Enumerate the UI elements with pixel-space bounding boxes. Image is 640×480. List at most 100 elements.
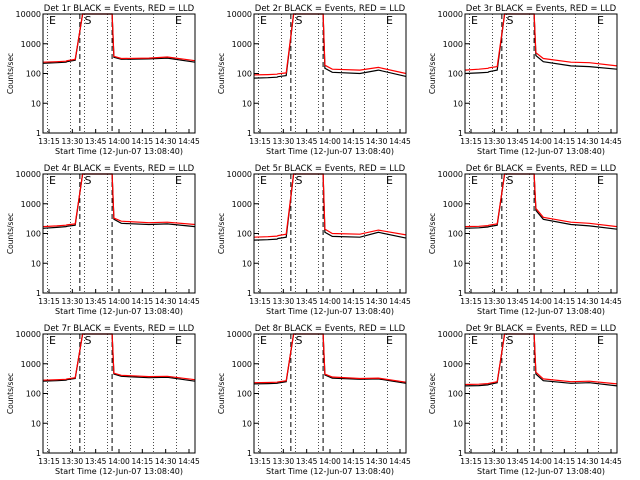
x-tick-label: 14:15 <box>132 297 154 306</box>
x-tick-label: 13:15 <box>38 297 60 306</box>
x-axis-label: Start Time (12-Jun-07 13:08:40) <box>55 467 183 476</box>
x-tick-label: 13:15 <box>460 137 482 146</box>
x-tick-label: 14:00 <box>530 137 552 146</box>
x-axis-label: Start Time (12-Jun-07 13:08:40) <box>55 147 183 156</box>
plot-frame <box>42 13 196 134</box>
y-tick-label: 1 <box>36 129 41 138</box>
x-tick-label: 13:45 <box>85 137 107 146</box>
plot-frame <box>253 13 407 134</box>
x-tick-label: 14:30 <box>366 137 388 146</box>
lld-series-line <box>42 13 196 63</box>
interval-marker-letter: E <box>49 174 56 187</box>
y-tick-label: 1000 <box>443 200 463 209</box>
y-axis-label: Counts/sec <box>217 373 226 414</box>
chart-title: Det 2r BLACK = Events, RED = LLD <box>255 4 406 14</box>
y-tick-label: 10 <box>453 259 463 268</box>
interval-marker-letter: S <box>84 334 91 347</box>
x-tick-label: 14:15 <box>554 457 576 466</box>
x-tick-label: 14:30 <box>577 137 599 146</box>
lld-series-line <box>42 333 196 381</box>
x-tick-label: 13:45 <box>85 457 107 466</box>
interval-marker-letter: E <box>471 174 478 187</box>
lld-series-line <box>464 173 618 228</box>
y-tick-label: 10000 <box>16 170 41 179</box>
y-axis-label: Counts/sec <box>217 53 226 94</box>
x-tick-label: 13:15 <box>460 457 482 466</box>
interval-marker-letter: E <box>175 14 182 27</box>
y-tick-label: 10 <box>242 99 252 108</box>
x-axis-label: Start Time (12-Jun-07 13:08:40) <box>266 307 394 316</box>
x-tick-label: 14:00 <box>319 137 341 146</box>
chart-title: Det 5r BLACK = Events, RED = LLD <box>255 164 406 174</box>
x-tick-label: 14:15 <box>132 137 154 146</box>
x-tick-label: 13:45 <box>507 457 529 466</box>
chart-panel-1: Det 1r BLACK = Events, RED = LLD 1 10 100 10… <box>6 4 200 156</box>
x-tick-label: 14:15 <box>132 457 154 466</box>
events-series-line <box>464 333 618 387</box>
x-tick-label: 13:30 <box>484 457 506 466</box>
x-tick-label: 14:30 <box>577 297 599 306</box>
y-tick-label: 100 <box>448 70 463 79</box>
x-tick-label: 14:45 <box>389 457 411 466</box>
interval-marker-letter: E <box>175 334 182 347</box>
interval-marker-letter: S <box>84 174 91 187</box>
x-tick-label: 13:30 <box>484 297 506 306</box>
y-axis-label: Counts/sec <box>428 373 437 414</box>
x-tick-label: 14:15 <box>554 137 576 146</box>
x-tick-label: 13:15 <box>249 137 271 146</box>
chart-title: Det 6r BLACK = Events, RED = LLD <box>466 164 617 174</box>
y-tick-label: 100 <box>448 390 463 399</box>
x-tick-label: 13:30 <box>273 137 295 146</box>
y-tick-label: 10000 <box>227 330 252 339</box>
y-tick-label: 10 <box>31 259 41 268</box>
x-tick-label: 14:45 <box>178 137 200 146</box>
interval-marker-letter: S <box>295 14 302 27</box>
y-tick-label: 100 <box>237 70 252 79</box>
x-tick-label: 14:15 <box>343 457 365 466</box>
x-axis-label: Start Time (12-Jun-07 13:08:40) <box>266 147 394 156</box>
lld-series-line <box>42 173 196 228</box>
interval-marker-letter: E <box>471 334 478 347</box>
y-tick-label: 10000 <box>16 10 41 19</box>
x-tick-label: 14:00 <box>530 457 552 466</box>
chart-panel-9: Det 9r BLACK = Events, RED = LLD 1 10 100 10… <box>428 324 622 476</box>
x-tick-label: 14:45 <box>178 457 200 466</box>
x-tick-label: 14:00 <box>108 457 130 466</box>
interval-marker-letter: E <box>597 14 604 27</box>
x-tick-label: 14:45 <box>389 297 411 306</box>
interval-marker-letter: E <box>386 14 393 27</box>
plot-frame <box>464 173 618 294</box>
y-tick-label: 10000 <box>438 330 463 339</box>
x-tick-label: 13:15 <box>38 457 60 466</box>
interval-marker-letter: E <box>386 334 393 347</box>
y-axis-label: Counts/sec <box>428 213 437 254</box>
x-tick-label: 14:00 <box>319 457 341 466</box>
x-tick-label: 14:30 <box>155 297 177 306</box>
y-axis-label: Counts/sec <box>6 373 15 414</box>
x-tick-label: 13:45 <box>507 297 529 306</box>
chart-panel-5: Det 5r BLACK = Events, RED = LLD 1 10 100 10… <box>217 164 411 316</box>
y-tick-label: 1000 <box>232 40 252 49</box>
x-tick-label: 13:45 <box>85 297 107 306</box>
y-tick-label: 1000 <box>443 40 463 49</box>
interval-marker-letter: S <box>506 14 513 27</box>
x-tick-label: 13:30 <box>273 297 295 306</box>
y-tick-label: 1 <box>247 129 252 138</box>
x-tick-label: 14:30 <box>577 457 599 466</box>
lld-series-line <box>253 173 407 238</box>
x-axis-label: Start Time (12-Jun-07 13:08:40) <box>55 307 183 316</box>
x-tick-label: 13:45 <box>296 457 318 466</box>
x-tick-label: 13:15 <box>249 457 271 466</box>
x-tick-label: 13:15 <box>460 297 482 306</box>
interval-marker-letter: E <box>260 334 267 347</box>
chart-panel-6: Det 6r BLACK = Events, RED = LLD 1 10 100 10… <box>428 164 622 316</box>
plot-frame <box>42 173 196 294</box>
y-tick-label: 1000 <box>21 200 41 209</box>
interval-marker-letter: S <box>295 174 302 187</box>
y-tick-label: 1 <box>36 289 41 298</box>
y-tick-label: 10 <box>31 99 41 108</box>
chart-panel-7: Det 7r BLACK = Events, RED = LLD 1 10 100 10… <box>6 324 200 476</box>
y-tick-label: 1 <box>458 289 463 298</box>
y-tick-label: 10 <box>242 419 252 428</box>
x-tick-label: 14:00 <box>108 137 130 146</box>
